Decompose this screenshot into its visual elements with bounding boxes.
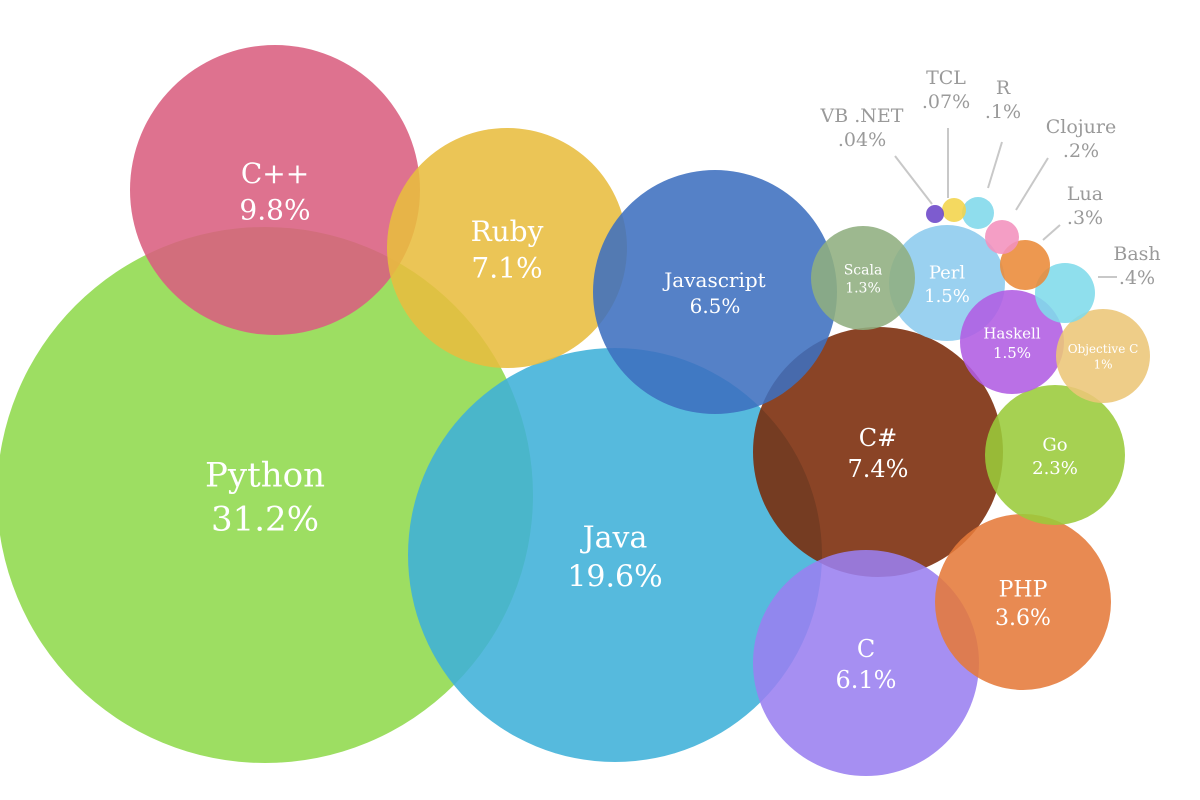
bubble-c <box>753 327 1003 577</box>
bubble-php <box>935 514 1111 690</box>
bubble-objective-c <box>1056 309 1150 403</box>
bubble-value-haskell: 1.5% <box>993 344 1031 362</box>
bubble-scala <box>811 226 915 330</box>
leader-line-lua <box>1042 224 1061 241</box>
bubble-value-ruby: 7.1% <box>471 251 542 284</box>
bubble-label-perl: Perl <box>929 263 966 284</box>
bubble-lua <box>1000 240 1050 290</box>
bubble-go <box>985 385 1125 525</box>
bubble-value-objective-c: 1% <box>1093 358 1112 372</box>
callout-value-tcl: .07% <box>922 91 970 113</box>
callout-label-vb-net: VB .NET <box>820 105 904 127</box>
bubble-label-ruby: Ruby <box>471 215 544 248</box>
bubble-javascript <box>593 170 837 414</box>
bubble-label-c: C# <box>859 424 897 452</box>
callout-label-bash: Bash <box>1113 243 1160 265</box>
bubble-c <box>753 550 979 776</box>
bubble-vb-net <box>926 205 944 223</box>
bubble-label-java: Java <box>580 521 648 556</box>
callout-label-clojure: Clojure <box>1046 116 1117 138</box>
bubble-ruby <box>387 128 627 368</box>
bubble-label-javascript: Javascript <box>662 268 765 292</box>
callout-value-lua: .3% <box>1067 207 1103 229</box>
bubble-label-php: PHP <box>999 578 1048 603</box>
callout-value-clojure: .2% <box>1063 140 1099 162</box>
bubble-value-c: 6.1% <box>836 666 897 694</box>
callout-label-r: R <box>996 77 1011 99</box>
bubble-r <box>962 197 994 229</box>
bubble-value-c: 7.4% <box>848 455 909 483</box>
bubble-haskell <box>960 290 1064 394</box>
bubble-value-python: 31.2% <box>211 500 319 540</box>
bubble-value-javascript: 6.5% <box>690 294 741 318</box>
bubble-value-c: 9.8% <box>239 193 310 226</box>
bubble-label-c: C++ <box>241 157 309 190</box>
leader-line-clojure <box>1015 157 1049 211</box>
bubble-label-go: Go <box>1042 435 1067 456</box>
bubble-value-perl: 1.5% <box>924 286 970 307</box>
callout-value-r: .1% <box>985 101 1021 123</box>
bubble-label-python: Python <box>205 456 325 496</box>
bubble-value-scala: 1.3% <box>845 281 881 297</box>
callout-label-lua: Lua <box>1067 183 1103 205</box>
callout-value-bash: .4% <box>1119 267 1155 289</box>
callout-label-tcl: TCL <box>926 67 966 89</box>
bubble-tcl <box>942 198 966 222</box>
bubble-bash <box>1035 263 1095 323</box>
bubble-value-java: 19.6% <box>567 560 662 595</box>
callout-value-vb-net: .04% <box>838 129 886 151</box>
bubble-label-scala: Scala <box>844 263 883 279</box>
bubble-label-c: C <box>857 635 875 663</box>
bubble-label-haskell: Haskell <box>983 324 1040 342</box>
bubble-java <box>408 348 822 762</box>
leader-line-vb-net <box>894 155 933 205</box>
bubble-value-go: 2.3% <box>1032 458 1078 479</box>
bubble-value-php: 3.6% <box>995 606 1051 631</box>
bubble-python <box>0 227 533 763</box>
leader-line-r <box>987 141 1003 189</box>
bubble-c <box>130 45 420 335</box>
bubble-label-objective-c: Objective C <box>1068 342 1139 356</box>
bubble-clojure <box>985 220 1019 254</box>
